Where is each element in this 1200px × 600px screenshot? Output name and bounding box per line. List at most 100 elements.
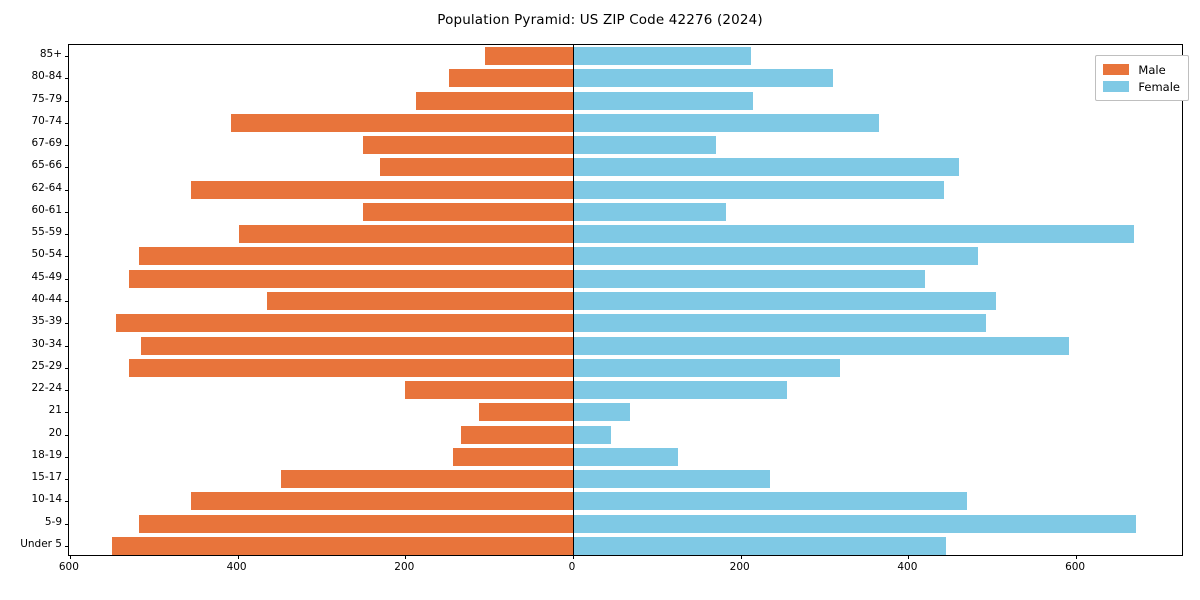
y-axis-tick — [65, 323, 69, 325]
female-bar — [573, 247, 978, 266]
bar-row — [69, 314, 1182, 333]
x-axis-tick — [69, 555, 71, 559]
male-bar — [363, 202, 573, 221]
male-bar — [281, 470, 573, 489]
y-axis-label-18-19: 18-19 — [31, 448, 62, 461]
y-axis-label-85-: 85+ — [39, 48, 62, 61]
bar-row — [69, 425, 1182, 444]
y-axis-label-60-61: 60-61 — [31, 203, 62, 216]
female-bar — [573, 69, 833, 88]
male-bar — [479, 403, 573, 422]
female-bar — [573, 47, 751, 66]
bar-row — [69, 269, 1182, 288]
y-axis-label-21: 21 — [48, 404, 62, 417]
bar-row — [69, 536, 1182, 555]
y-axis-tick — [65, 211, 69, 213]
legend-label-male: Male — [1138, 62, 1166, 77]
y-axis-tick — [65, 523, 69, 525]
female-bar — [573, 225, 1134, 244]
y-axis-tick — [65, 345, 69, 347]
y-axis-tick — [65, 278, 69, 280]
female-bar — [573, 514, 1137, 533]
female-bar — [573, 358, 840, 377]
female-bar — [573, 536, 947, 555]
male-bar — [380, 158, 573, 177]
female-bar — [573, 470, 771, 489]
y-axis-label-80-84: 80-84 — [31, 70, 62, 83]
male-bar — [191, 180, 573, 199]
y-axis-tick — [65, 301, 69, 302]
y-axis-label-under-5: Under 5 — [20, 537, 62, 550]
y-axis-tick — [65, 78, 69, 80]
bar-row — [69, 292, 1182, 310]
bar-rows-container — [69, 45, 1182, 555]
bar-row — [69, 247, 1182, 266]
male-bar — [128, 269, 573, 288]
y-axis-label-30-34: 30-34 — [31, 337, 62, 350]
y-axis-tick — [65, 456, 69, 458]
male-bar — [363, 136, 573, 155]
y-axis-label-55-59: 55-59 — [31, 226, 62, 239]
male-bar — [416, 91, 573, 110]
male-bar — [191, 492, 573, 511]
male-bar — [230, 113, 573, 132]
female-bar — [573, 492, 968, 511]
female-bar — [573, 136, 716, 155]
y-axis-tick — [65, 390, 69, 392]
y-axis-label-25-29: 25-29 — [31, 359, 62, 372]
legend-item-male[interactable]: Male — [1103, 61, 1180, 78]
y-axis-label-10-14: 10-14 — [31, 493, 62, 506]
bar-row — [69, 91, 1182, 110]
female-bar — [573, 91, 754, 110]
male-bar — [116, 314, 573, 333]
x-axis-label: 400 — [226, 561, 247, 573]
female-bar — [573, 158, 959, 177]
x-axis-label: 200 — [394, 561, 415, 573]
male-bar — [405, 381, 573, 400]
y-axis-label-62-64: 62-64 — [31, 181, 62, 194]
female-bar — [573, 447, 678, 466]
female-bar — [573, 180, 945, 199]
y-axis-tick — [65, 56, 69, 58]
female-bar — [573, 336, 1070, 355]
y-axis-label-50-54: 50-54 — [31, 248, 62, 261]
male-bar — [266, 292, 573, 310]
x-axis-label: 600 — [58, 561, 79, 573]
male-bar — [461, 425, 573, 444]
x-axis-label: 200 — [729, 561, 750, 573]
chart-title: Population Pyramid: US ZIP Code 42276 (2… — [437, 12, 763, 28]
female-bar — [573, 113, 880, 132]
y-axis-label-5-9: 5-9 — [44, 515, 62, 528]
x-axis-tick — [237, 555, 239, 559]
y-axis-tick — [65, 145, 69, 147]
y-axis-tick — [65, 256, 69, 258]
legend-item-female[interactable]: Female — [1103, 78, 1180, 95]
male-bar — [239, 225, 573, 244]
bar-row — [69, 69, 1182, 88]
x-axis-tick — [573, 555, 574, 559]
y-axis-label-45-49: 45-49 — [31, 270, 62, 283]
y-axis-tick — [65, 412, 69, 414]
male-bar — [138, 247, 573, 266]
y-axis-tick — [65, 545, 69, 547]
y-axis-label-20: 20 — [48, 426, 62, 439]
male-bar — [138, 514, 573, 533]
x-axis-label: 0 — [568, 561, 576, 573]
female-bar — [573, 314, 986, 333]
bar-row — [69, 492, 1182, 511]
bar-row — [69, 514, 1182, 533]
male-bar — [111, 536, 573, 555]
y-axis-tick — [65, 100, 69, 102]
bar-row — [69, 358, 1182, 377]
male-bar — [453, 447, 573, 466]
x-axis-tick — [908, 555, 910, 559]
bar-row — [69, 202, 1182, 221]
female-bar — [573, 403, 631, 422]
y-axis-label-22-24: 22-24 — [31, 382, 62, 395]
x-axis-tick — [1076, 555, 1078, 559]
male-color-swatch — [1103, 64, 1130, 75]
bar-row — [69, 336, 1182, 355]
y-axis-tick — [65, 501, 69, 503]
y-axis-tick — [65, 122, 69, 124]
